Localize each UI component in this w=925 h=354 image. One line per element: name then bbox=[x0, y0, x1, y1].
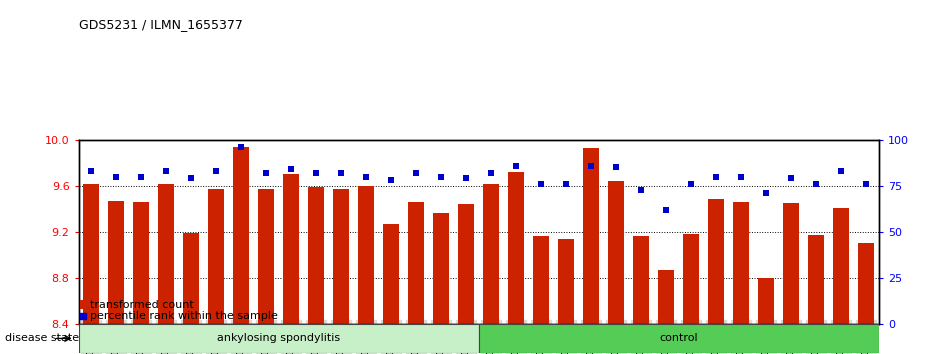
Bar bbox=[433, 213, 450, 324]
Bar bbox=[258, 189, 275, 324]
Point bbox=[184, 176, 199, 181]
Bar bbox=[758, 278, 774, 324]
Bar bbox=[533, 236, 549, 324]
Bar bbox=[858, 243, 874, 324]
Bar bbox=[358, 186, 375, 324]
Bar bbox=[608, 181, 624, 324]
Bar bbox=[333, 189, 350, 324]
Bar bbox=[734, 202, 749, 324]
Text: GDS5231 / ILMN_1655377: GDS5231 / ILMN_1655377 bbox=[79, 18, 242, 31]
Text: disease state: disease state bbox=[5, 333, 79, 343]
Point bbox=[284, 166, 299, 172]
Point bbox=[259, 170, 274, 176]
Bar bbox=[408, 202, 425, 324]
Bar bbox=[208, 189, 224, 324]
Point bbox=[534, 181, 549, 187]
Point bbox=[434, 174, 449, 179]
Point bbox=[209, 168, 224, 174]
Text: ankylosing spondylitis: ankylosing spondylitis bbox=[217, 333, 340, 343]
Point bbox=[297, 265, 312, 270]
Bar bbox=[283, 174, 300, 324]
Point bbox=[159, 168, 174, 174]
Point bbox=[234, 144, 249, 150]
Point bbox=[609, 165, 623, 170]
Point bbox=[783, 176, 798, 181]
Bar bbox=[683, 234, 699, 324]
Bar bbox=[79, 324, 479, 353]
Bar bbox=[80, 300, 87, 309]
Point bbox=[659, 207, 673, 213]
Text: percentile rank within the sample: percentile rank within the sample bbox=[91, 311, 278, 321]
Bar bbox=[808, 235, 824, 324]
Point bbox=[509, 163, 524, 169]
Bar bbox=[783, 203, 799, 324]
Point bbox=[384, 177, 399, 183]
Point bbox=[134, 174, 149, 179]
Bar bbox=[658, 270, 674, 324]
Point bbox=[634, 187, 648, 192]
Bar bbox=[158, 183, 174, 324]
Bar bbox=[483, 183, 500, 324]
Point bbox=[833, 168, 848, 174]
Bar bbox=[383, 224, 400, 324]
Bar bbox=[479, 324, 879, 353]
Text: transformed count: transformed count bbox=[91, 299, 194, 310]
Bar bbox=[833, 208, 849, 324]
Bar bbox=[558, 239, 574, 324]
Point bbox=[484, 170, 499, 176]
Bar bbox=[83, 183, 99, 324]
Bar bbox=[709, 199, 724, 324]
Bar bbox=[233, 147, 249, 324]
Point bbox=[858, 181, 873, 187]
Point bbox=[409, 170, 424, 176]
Bar bbox=[458, 204, 475, 324]
Point bbox=[709, 174, 723, 179]
Point bbox=[359, 174, 374, 179]
Point bbox=[559, 181, 574, 187]
Point bbox=[309, 170, 324, 176]
Bar bbox=[508, 172, 524, 324]
Text: control: control bbox=[660, 333, 698, 343]
Point bbox=[459, 176, 474, 181]
Bar bbox=[133, 202, 149, 324]
Point bbox=[84, 168, 99, 174]
Point bbox=[334, 170, 349, 176]
Point bbox=[758, 190, 773, 196]
Point bbox=[734, 174, 748, 179]
Point bbox=[684, 181, 698, 187]
Point bbox=[109, 174, 124, 179]
Point bbox=[808, 181, 823, 187]
Bar bbox=[308, 187, 325, 324]
Bar bbox=[183, 233, 199, 324]
Bar bbox=[583, 148, 599, 324]
Point bbox=[584, 163, 598, 169]
Bar bbox=[633, 236, 649, 324]
Bar bbox=[108, 201, 124, 324]
